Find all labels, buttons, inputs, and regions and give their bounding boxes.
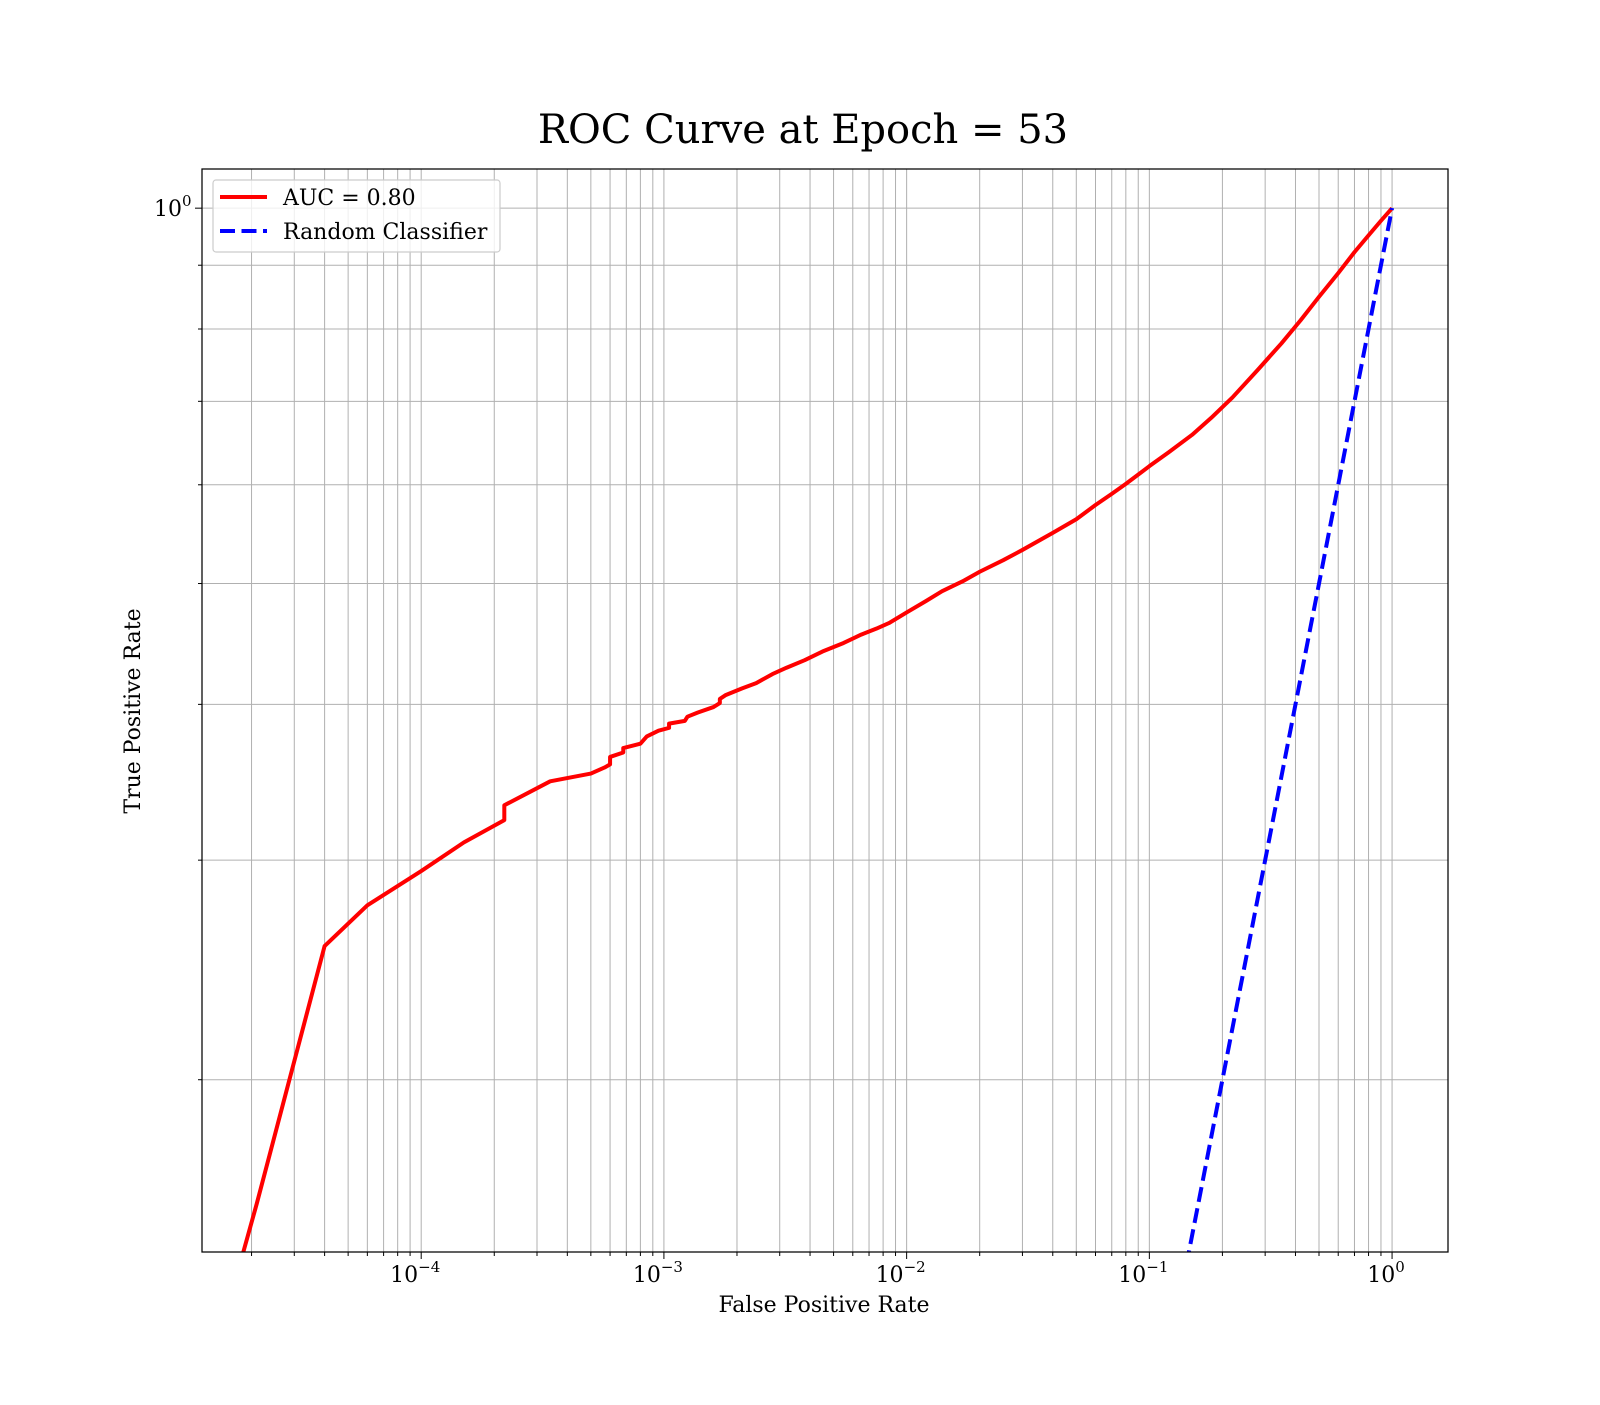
x-tick-label-exponent: −2: [904, 1258, 926, 1276]
plot-frame: [201, 168, 1449, 1253]
x-tick-label: 10−4: [390, 1258, 440, 1288]
x-tick-label-exponent: 0: [1395, 1258, 1405, 1276]
legend-frame: [212, 179, 501, 253]
x-tick-label-base: 10: [390, 1263, 418, 1288]
x-tick-label-exponent: −1: [1146, 1258, 1168, 1276]
x-tick-label-base: 10: [1118, 1263, 1146, 1288]
grid: [202, 169, 1448, 1252]
legend: AUC = 0.80 Random Classifier: [212, 179, 501, 253]
x-tick-label-exponent: −4: [418, 1258, 440, 1276]
y-axis-label: True Positive Rate: [121, 608, 146, 813]
x-tick-label-base: 10: [1367, 1263, 1395, 1288]
x-tick-label-base: 10: [876, 1263, 904, 1288]
x-tick-label: 10−3: [633, 1258, 683, 1288]
y-tick-label-base: 10: [154, 197, 182, 222]
series-layer: [241, 206, 1395, 1252]
x-tick-label: 10−2: [876, 1258, 926, 1288]
y-tick-label: 100: [154, 192, 192, 222]
legend-label-roc: AUC = 0.80: [282, 186, 416, 211]
series-line-random-classifier: [1186, 207, 1395, 1252]
legend-label-random-classifier: Random Classifier: [283, 220, 488, 245]
y-tick-label-exponent: 0: [182, 192, 192, 210]
x-tick-label-base: 10: [633, 1263, 661, 1288]
x-tick-label: 10−1: [1118, 1258, 1168, 1288]
x-axis-label: False Positive Rate: [718, 1293, 929, 1318]
x-tick-label-exponent: −3: [661, 1258, 683, 1276]
x-tick-label: 100: [1367, 1258, 1405, 1288]
chart-title: ROC Curve at Epoch = 53: [538, 107, 1068, 153]
series-line-roc: [241, 206, 1394, 1252]
